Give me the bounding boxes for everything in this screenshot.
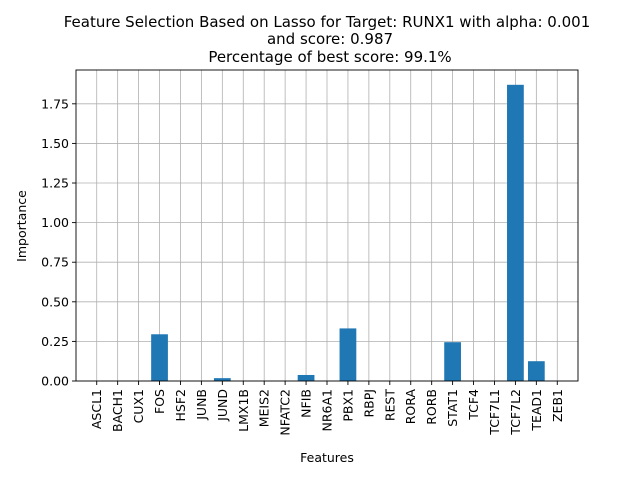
y-tick-label: 0.75 <box>41 255 69 270</box>
chart-title-line-2: and score: 0.987 <box>267 30 393 48</box>
chart-title-line-3: Percentage of best score: 99.1% <box>208 48 451 66</box>
x-tick-label: CUX1 <box>131 389 146 423</box>
y-axis-ticks: 0.00 0.25 0.50 0.75 1.00 1.25 1.50 1.75 <box>41 96 76 389</box>
y-tick-label: 0.25 <box>41 334 69 349</box>
bars <box>151 84 545 382</box>
chart-title-line-1: Feature Selection Based on Lasso for Tar… <box>64 13 591 31</box>
x-tick-label: RORB <box>424 389 439 425</box>
x-tick-label: PBX1 <box>340 389 355 422</box>
x-tick-label: ZEB1 <box>550 389 565 422</box>
x-tick-label: HSF2 <box>173 389 188 421</box>
x-tick-label: TEAD1 <box>529 389 544 432</box>
bar-nfib <box>297 374 315 381</box>
bar-jund <box>213 378 231 381</box>
y-tick-label: 1.00 <box>41 215 69 230</box>
x-tick-label: TCF7L2 <box>508 389 523 436</box>
y-tick-label: 1.75 <box>41 96 69 111</box>
x-tick-label: NR6A1 <box>320 389 335 432</box>
x-tick-label: FOS <box>152 389 167 414</box>
bar-fos <box>151 334 168 381</box>
x-tick-label: NFIB <box>299 389 314 418</box>
x-tick-label: RBPJ <box>361 389 376 418</box>
bar-tead1 <box>527 361 545 381</box>
bar-pbx1 <box>339 328 357 381</box>
x-tick-label: JUND <box>215 389 230 422</box>
x-tick-label: BACH1 <box>110 389 125 432</box>
x-axis-ticks: ASCL1 BACH1 CUX1 FOS HSF2 JUNB JUND LMX1B MEIS2 N… <box>89 381 565 436</box>
x-tick-label: ASCL1 <box>89 389 104 429</box>
x-tick-label: REST <box>382 389 397 422</box>
bar-stat1 <box>444 342 461 381</box>
y-tick-label: 0.00 <box>41 374 69 389</box>
x-tick-label: TCF4 <box>466 389 481 421</box>
x-tick-label: RORA <box>403 389 418 425</box>
y-tick-label: 1.50 <box>41 136 69 151</box>
x-tick-label: STAT1 <box>445 389 460 427</box>
y-tick-label: 0.50 <box>41 294 69 309</box>
bar-tcf7l2 <box>507 84 524 382</box>
x-tick-label: JUNB <box>194 389 209 421</box>
x-axis-label: Features <box>300 450 354 465</box>
x-tick-label: MEIS2 <box>257 389 272 427</box>
x-tick-label: NFATC2 <box>278 389 293 436</box>
y-tick-label: 1.25 <box>41 176 69 191</box>
x-tick-label: LMX1B <box>236 389 251 432</box>
x-tick-label: TCF7L1 <box>487 389 502 436</box>
y-axis-label: Importance <box>14 190 29 262</box>
chart-title: Feature Selection Based on Lasso for Tar… <box>64 13 591 66</box>
